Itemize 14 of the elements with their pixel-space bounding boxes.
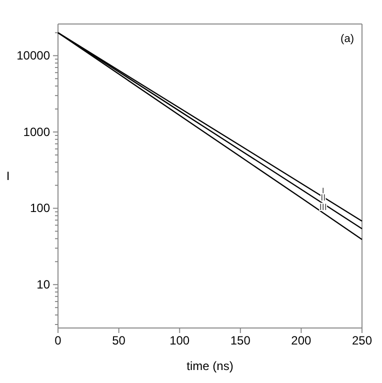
y-axis-title: I xyxy=(6,169,10,183)
x-tick-label: 100 xyxy=(170,334,190,348)
x-tick-label: 200 xyxy=(291,334,312,348)
y-tick-label: 100 xyxy=(30,201,50,216)
x-tick-label: 250 xyxy=(352,334,372,348)
y-tick-label: 10000 xyxy=(16,48,50,63)
y-tick-label: 10 xyxy=(36,277,50,292)
x-tick-label: 0 xyxy=(54,334,62,348)
x-axis-title: time (ns) xyxy=(186,359,234,373)
annotation: (a) xyxy=(340,33,354,45)
series-label: III xyxy=(319,202,327,212)
x-tick-label: 50 xyxy=(112,334,126,348)
x-tick-label: 150 xyxy=(230,334,251,348)
y-tick-label: 1000 xyxy=(23,124,50,139)
